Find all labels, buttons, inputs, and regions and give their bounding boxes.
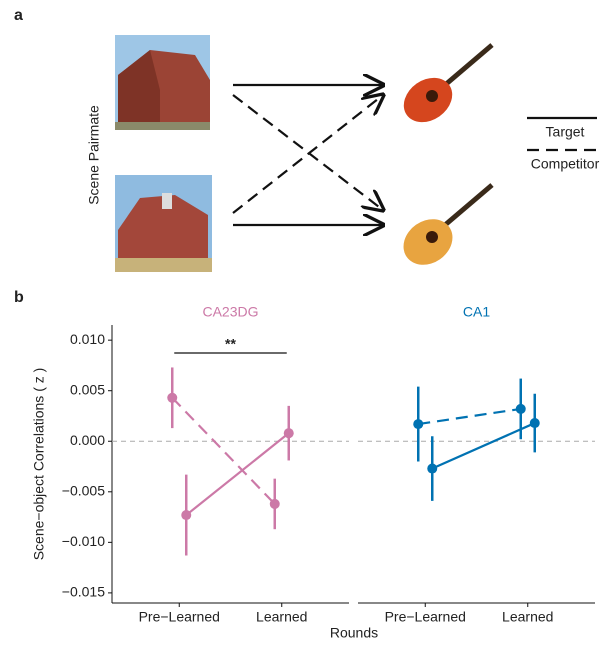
- panel-label: a: [14, 7, 23, 24]
- point: [427, 464, 437, 474]
- barn-image: [115, 175, 212, 272]
- y-tick-label: 0.010: [70, 331, 105, 347]
- x-tick-label: Learned: [256, 609, 307, 625]
- y-tick-label: −0.010: [62, 533, 105, 549]
- point: [284, 428, 294, 438]
- y-tick-label: 0.000: [70, 432, 105, 448]
- point: [530, 418, 540, 428]
- y-axis-label: Scene−object Correlations ( z ): [31, 368, 47, 561]
- side-label: Scene Pairmate: [86, 105, 102, 205]
- legend-label: Competitor: [531, 156, 600, 172]
- x-axis-label: Rounds: [330, 625, 378, 641]
- point: [167, 393, 177, 403]
- point: [516, 404, 526, 414]
- arrows: [233, 85, 383, 225]
- legend-label: Target: [546, 124, 585, 140]
- series-line: [432, 423, 535, 468]
- x-tick-label: Pre−Learned: [385, 609, 466, 625]
- guitar-image: [395, 185, 492, 274]
- point: [270, 499, 280, 509]
- series-line: [418, 409, 521, 424]
- figure: a b Scene Pairmate Target Competitor CA23D…: [0, 0, 608, 646]
- series-line: [172, 398, 275, 504]
- y-tick-label: 0.005: [70, 381, 105, 397]
- panel-label: b: [14, 289, 24, 306]
- significance-label: **: [225, 336, 236, 352]
- point: [181, 510, 191, 520]
- barn-image: [115, 35, 210, 130]
- facet-title: CA23DG: [202, 304, 258, 320]
- x-tick-label: Pre−Learned: [139, 609, 220, 625]
- x-tick-label: Learned: [502, 609, 553, 625]
- point: [413, 419, 423, 429]
- y-tick-label: −0.005: [62, 483, 105, 499]
- facet-title: CA1: [463, 304, 490, 320]
- y-tick-label: −0.015: [62, 584, 105, 600]
- guitar-image: [395, 45, 492, 131]
